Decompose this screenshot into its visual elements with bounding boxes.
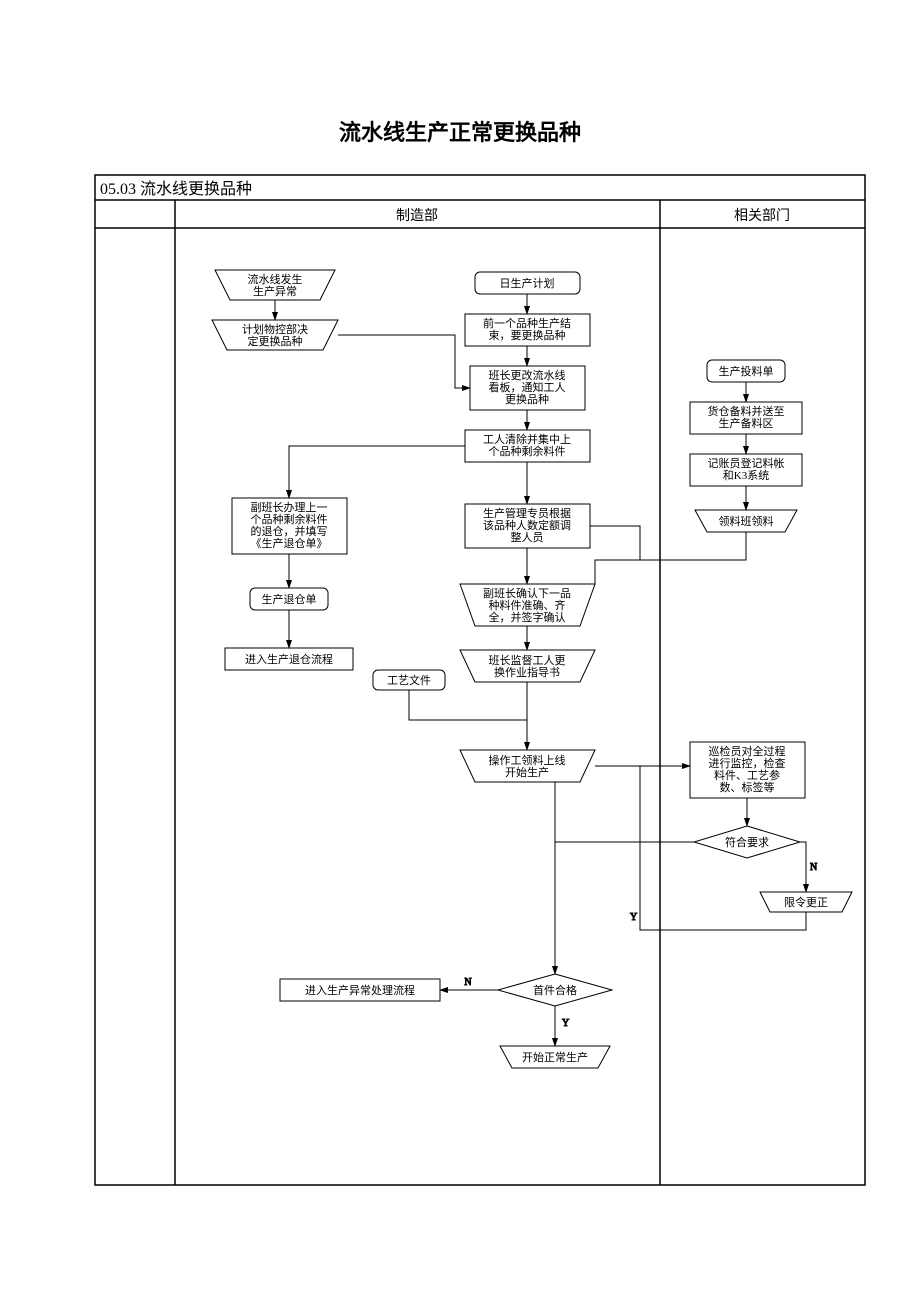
flowchart-page: 流水线生产正常更换品种 05.03 流水线更换品种 制造部 相关部门 流水线发生… xyxy=(0,0,920,1302)
node-abnormal-process: 进入生产异常处理流程 xyxy=(280,979,440,1001)
lane1-header: 制造部 xyxy=(396,208,438,224)
svg-text:工人清除并集中上个品种剩余料件: 工人清除并集中上个品种剩余料件 xyxy=(483,432,571,458)
node-production-abnormal: 流水线发生生产异常 xyxy=(215,270,335,300)
lane2-header: 相关部门 xyxy=(734,208,790,224)
node-daily-plan: 日生产计划 xyxy=(475,272,580,294)
node-pickup: 领料班领料 xyxy=(695,510,797,532)
svg-text:开始正常生产: 开始正常生产 xyxy=(522,1050,588,1064)
node-process-doc: 工艺文件 xyxy=(373,670,445,690)
node-deputy-confirm: 副班长确认下一品种料件准确、齐全，并签字确认 xyxy=(460,584,595,626)
node-return-slip: 生产退仓单 xyxy=(250,588,328,610)
svg-text:副班长办理上一个品种剩余料件的退仓，并填写《生产退仓单》: 副班长办理上一个品种剩余料件的退仓，并填写《生产退仓单》 xyxy=(251,501,328,550)
node-inspector: 巡检员对全过程进行监控，检查料件、工艺参数、标签等 xyxy=(690,742,805,798)
svg-text:副班长确认下一品种料件准确、齐全，并签字确认: 副班长确认下一品种料件准确、齐全，并签字确认 xyxy=(483,587,571,624)
node-feed-slip: 生产投料单 xyxy=(707,360,785,382)
svg-text:流水线发生生产异常: 流水线发生生产异常 xyxy=(248,272,303,298)
page-title: 流水线生产正常更换品种 xyxy=(339,120,581,145)
node-prev-finish: 前一个品种生产结束，要更换品种 xyxy=(465,314,590,346)
svg-text:Y: Y xyxy=(630,912,637,923)
svg-text:首件合格: 首件合格 xyxy=(533,983,577,997)
svg-text:工艺文件: 工艺文件 xyxy=(387,673,431,687)
node-meet-req: 符合要求 xyxy=(694,826,800,858)
svg-text:巡检员对全过程进行监控，检查料件、工艺参数、标签等: 巡检员对全过程进行监控，检查料件、工艺参数、标签等 xyxy=(709,744,786,794)
node-accountant: 记账员登记料帐和K3系统 xyxy=(690,454,802,486)
node-leader-supervise: 班长监督工人更换作业指导书 xyxy=(460,650,595,682)
node-correct: 限令更正 xyxy=(760,892,852,912)
svg-text:班长监督工人更换作业指导书: 班长监督工人更换作业指导书 xyxy=(489,653,566,679)
node-adjust-staff: 生产管理专员根据该品种人数定额调整人员 xyxy=(465,504,590,548)
svg-text:进入生产退仓流程: 进入生产退仓流程 xyxy=(245,652,333,666)
node-leader-change: 班长更改流水线看板，通知工人更换品种 xyxy=(470,366,585,410)
svg-text:符合要求: 符合要求 xyxy=(725,835,769,849)
node-plan-decide: 计划物控部决定更换品种 xyxy=(212,320,338,350)
svg-text:日生产计划: 日生产计划 xyxy=(500,276,555,290)
svg-text:领料班领料: 领料班领料 xyxy=(719,514,774,528)
section-title: 05.03 流水线更换品种 xyxy=(100,180,252,198)
svg-text:N: N xyxy=(810,862,817,873)
node-operator-start: 操作工领料上线开始生产 xyxy=(460,750,595,782)
svg-text:生产退仓单: 生产退仓单 xyxy=(262,592,317,606)
node-first-qualified: 首件合格 xyxy=(498,974,612,1006)
node-return-process: 进入生产退仓流程 xyxy=(225,648,353,670)
svg-text:Y: Y xyxy=(562,1018,569,1029)
node-start-normal: 开始正常生产 xyxy=(500,1046,610,1068)
svg-text:进入生产异常处理流程: 进入生产异常处理流程 xyxy=(305,983,415,997)
svg-text:限令更正: 限令更正 xyxy=(784,895,828,909)
node-warehouse-prep: 货仓备料并送至生产备料区 xyxy=(690,402,802,434)
node-deputy-return: 副班长办理上一个品种剩余料件的退仓，并填写《生产退仓单》 xyxy=(232,498,347,554)
svg-text:生产投料单: 生产投料单 xyxy=(719,364,774,378)
node-worker-clear: 工人清除并集中上个品种剩余料件 xyxy=(465,430,590,462)
svg-text:前一个品种生产结束，要更换品种: 前一个品种生产结束，要更换品种 xyxy=(483,316,571,342)
svg-text:货仓备料并送至生产备料区: 货仓备料并送至生产备料区 xyxy=(708,404,785,430)
svg-text:计划物控部决定更换品种: 计划物控部决定更换品种 xyxy=(242,322,308,348)
svg-text:N: N xyxy=(464,977,471,988)
flowchart-svg: 流水线生产正常更换品种 05.03 流水线更换品种 制造部 相关部门 流水线发生… xyxy=(0,0,920,1302)
